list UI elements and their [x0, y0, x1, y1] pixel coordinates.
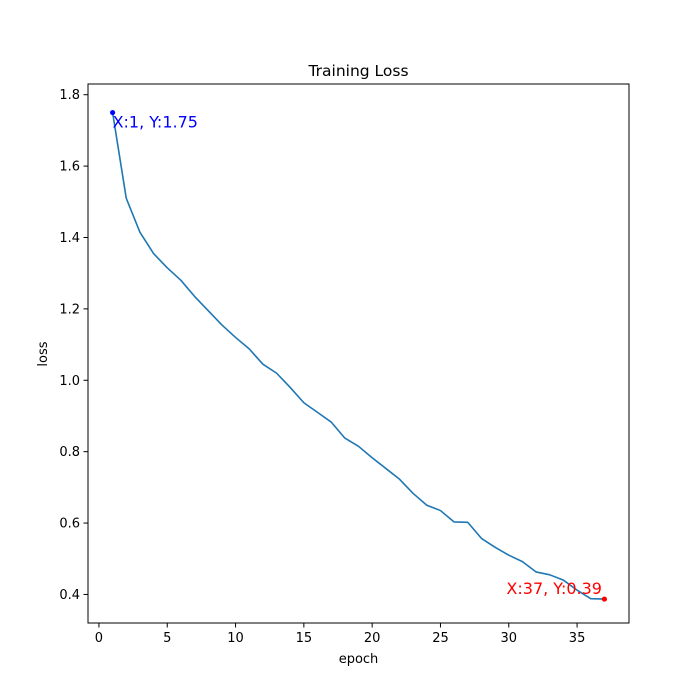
y-tick-label: 1.2	[59, 302, 80, 317]
y-tick-label: 1.8	[59, 88, 80, 103]
y-tick-label: 0.6	[59, 517, 80, 532]
y-axis-label: loss	[36, 341, 51, 366]
x-tick-label: 15	[296, 631, 313, 646]
x-tick-label: 25	[432, 631, 449, 646]
x-axis: 0 5 10 15 20 25 30 35	[95, 623, 586, 646]
y-tick-label: 1.6	[59, 160, 80, 175]
end-point-marker	[601, 596, 608, 602]
x-axis-label: epoch	[339, 652, 379, 667]
y-tick-label: 1.4	[59, 231, 80, 246]
start-point-marker	[109, 109, 116, 116]
x-tick-label: 5	[163, 631, 171, 646]
start-point-annotation: X:1, Y:1.75	[113, 113, 198, 132]
y-tick-label: 0.4	[59, 588, 80, 603]
x-tick-label: 20	[364, 631, 381, 646]
y-tick-label: 0.8	[59, 445, 80, 460]
plot-area: X:1, Y:1.75 X:37, Y:0.39	[109, 109, 608, 602]
loss-series-line	[111, 112, 605, 600]
axes-frame	[87, 83, 630, 624]
x-tick-label: 30	[501, 631, 518, 646]
x-tick-label: 35	[569, 631, 586, 646]
end-point-annotation: X:37, Y:0.39	[506, 579, 602, 598]
x-tick-label: 10	[227, 631, 244, 646]
y-tick-label: 1.0	[59, 374, 80, 389]
y-axis: 0.4 0.6 0.8 1.0 1.2 1.4 1.6 1.8	[59, 88, 88, 603]
x-tick-label: 0	[95, 631, 103, 646]
chart-title: Training Loss	[307, 62, 408, 80]
